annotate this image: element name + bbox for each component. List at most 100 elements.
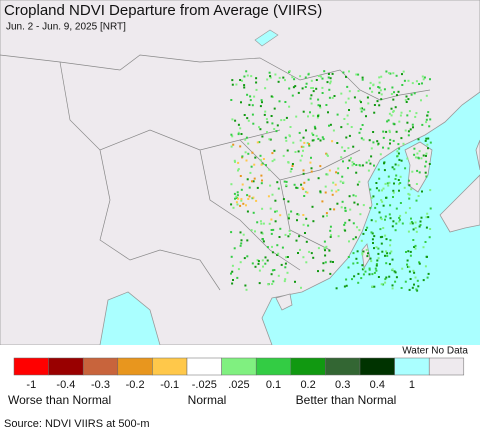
pixel	[412, 126, 414, 129]
pixel	[262, 240, 265, 243]
pixel	[361, 107, 363, 110]
pixel	[313, 125, 316, 128]
pixel	[231, 282, 234, 285]
pixel	[372, 84, 375, 87]
pixel	[267, 195, 270, 198]
pixel	[370, 196, 373, 199]
pixel	[340, 92, 343, 95]
pixel	[259, 105, 262, 108]
pixel	[348, 70, 350, 73]
pixel	[296, 213, 299, 216]
pixel	[232, 279, 234, 281]
pixel	[299, 75, 302, 78]
pixel	[303, 195, 306, 197]
pixel	[240, 133, 243, 135]
pixel	[367, 169, 370, 172]
pixel	[371, 285, 374, 288]
pixel	[398, 158, 401, 161]
pixel	[415, 156, 417, 159]
pixel	[420, 216, 423, 219]
pixel	[317, 270, 319, 273]
legend-label: 0.2	[300, 379, 315, 391]
pixel	[310, 94, 313, 97]
pixel	[349, 208, 352, 211]
legend-swatch	[290, 357, 326, 376]
pixel	[396, 155, 399, 158]
pixel	[244, 284, 247, 287]
pixel	[352, 238, 355, 241]
pixel	[382, 283, 385, 286]
pixel	[381, 235, 384, 238]
pixel	[230, 231, 233, 234]
pixel	[330, 234, 332, 237]
pixel	[281, 246, 284, 249]
legend-label: -0.4	[56, 379, 75, 391]
pixel	[406, 259, 409, 262]
pixel	[361, 268, 364, 271]
pixel	[329, 208, 332, 211]
pixel	[377, 252, 380, 255]
pixel	[370, 231, 373, 234]
pixel	[264, 256, 267, 259]
pixel	[264, 87, 267, 90]
pixel	[298, 235, 301, 238]
pixel	[273, 158, 276, 161]
pixel	[375, 269, 378, 272]
pixel	[388, 181, 391, 184]
pixel	[416, 169, 419, 172]
pixel	[288, 87, 291, 90]
pixel	[241, 183, 244, 186]
pixel	[237, 168, 240, 171]
pixel	[408, 270, 411, 273]
pixel	[302, 256, 305, 259]
pixel	[385, 70, 388, 73]
pixel	[353, 201, 356, 204]
pixel	[284, 262, 287, 265]
pixel	[389, 72, 392, 75]
pixel	[315, 134, 318, 137]
pixel	[240, 188, 243, 191]
pixel	[239, 231, 242, 234]
pixel	[395, 276, 398, 279]
pixel	[366, 226, 369, 229]
pixel	[239, 145, 242, 148]
pixel	[251, 262, 254, 265]
pixel	[426, 212, 429, 215]
pixel	[407, 250, 410, 253]
pixel	[413, 271, 416, 274]
pixel	[389, 204, 392, 207]
pixel	[230, 133, 233, 136]
pixel	[392, 110, 395, 113]
pixel	[262, 158, 265, 160]
pixel	[312, 90, 315, 93]
pixel	[417, 156, 420, 159]
pixel	[387, 184, 390, 187]
pixel	[285, 256, 288, 259]
pixel	[408, 193, 411, 196]
pixel	[273, 269, 276, 271]
pixel	[295, 115, 298, 118]
pixel	[301, 186, 304, 189]
pixel	[251, 104, 254, 107]
pixel	[423, 76, 426, 79]
pixel	[370, 260, 373, 263]
pixel	[378, 211, 381, 214]
pixel	[312, 133, 315, 136]
pixel	[408, 265, 411, 268]
pixel	[242, 233, 245, 236]
pixel	[429, 228, 432, 230]
pixel	[376, 140, 379, 143]
pixel	[255, 199, 258, 202]
pixel	[314, 127, 317, 130]
pixel	[304, 76, 307, 79]
pixel	[243, 75, 246, 78]
pixel	[271, 193, 274, 196]
pixel	[302, 188, 305, 191]
pixel	[377, 168, 380, 171]
pixel	[428, 236, 431, 239]
pixel	[284, 278, 287, 281]
pixel	[392, 72, 395, 75]
pixel	[415, 112, 418, 115]
pixel	[310, 156, 312, 159]
legend-swatch	[394, 357, 430, 376]
